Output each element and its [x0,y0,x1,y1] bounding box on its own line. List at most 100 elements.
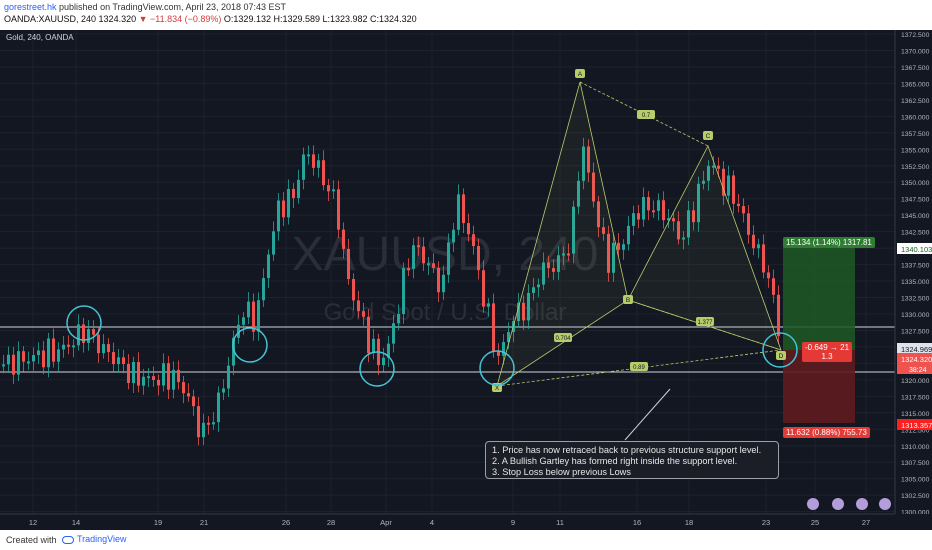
series-legend[interactable]: Gold, 240, OANDA [6,33,74,42]
candle-body [412,245,415,269]
candle-body [162,363,165,386]
price-tick: 1310.000 [901,444,930,451]
svg-text:0.704: 0.704 [555,336,571,342]
candle-body [182,382,185,394]
candle-body [42,350,45,368]
note-line-3: 3. Stop Loss below previous Lows [492,467,631,477]
candle-body [717,165,720,169]
candle-body [727,175,730,196]
candle-body [507,332,510,343]
symbol-info: OANDA:XAUUSD, 240 1324.320 ▼ −11.834 (−0… [4,14,417,24]
price-axis[interactable] [895,30,932,514]
candle-body [702,180,705,184]
candle-body [642,196,645,220]
price-tick: 1370.000 [901,48,930,55]
publish-text: published on TradingView.com, April 23, … [56,2,287,12]
candle-body [627,225,630,245]
price-chart[interactable]: XAUUSD, 240 Gold Spot / U.S. Dollar XABC… [0,30,932,530]
candle-body [552,268,555,272]
candle-body [57,349,60,362]
candle-body [647,196,650,211]
candle-body [22,351,25,362]
candle-body [192,396,195,407]
candle-body [87,329,90,343]
analysis-note[interactable]: 1. Price has now retraced back to previo… [485,441,779,479]
time-tick: 19 [154,518,162,527]
candle-body [247,301,250,318]
candle-body [242,317,245,325]
candle-body [132,361,135,384]
price-change: ▼ −11.834 (−0.89%) [138,14,222,24]
candle-body [142,376,145,386]
candle-body [742,206,745,214]
time-tick: Apr [380,518,392,527]
candle-body [152,376,155,380]
candle-body [542,262,545,285]
candle-body [562,253,565,256]
entry-line2: 1.3 [821,352,833,361]
candle-body [232,337,235,366]
candle-body [547,262,550,269]
candle-body [707,165,710,181]
time-axis[interactable] [0,514,932,530]
price-tick: 1345.000 [901,213,930,220]
candle-body [617,242,620,250]
highlight-circles[interactable] [66,305,798,387]
candle-body [767,272,770,279]
svg-text:1.377: 1.377 [697,320,713,326]
price-tick: 1305.000 [901,477,930,484]
candle-body [697,183,700,223]
candle-body [577,180,580,207]
candle-body [392,323,395,344]
price-tick: 1367.500 [901,65,930,72]
loss-zone[interactable] [783,350,855,423]
candle-body [632,213,635,226]
author-link[interactable]: gorestreet.hk [4,2,57,12]
time-tick: 4 [430,518,434,527]
candle-body [72,345,75,348]
event-icons[interactable] [807,498,891,510]
candle-body [302,154,305,180]
candle-body [457,194,460,230]
price-tick: 1337.500 [901,263,930,270]
candle-body [532,287,535,293]
candle-body [12,354,15,375]
candle-body [177,369,180,383]
time-tick: 23 [762,518,770,527]
candle-body [557,255,560,272]
candle-body [427,263,430,266]
time-tick: 26 [282,518,290,527]
candle-body [652,210,655,213]
candle-body [777,294,780,337]
candle-body [752,234,755,249]
gartley-pattern[interactable] [496,81,782,387]
candle-body [287,188,290,218]
candle-body [537,284,540,288]
candle-body [737,203,740,207]
candle-body [472,234,475,247]
price-axis-ticks: 1372.500 1370.000 1367.500 1365.000 1362.500… [901,32,930,517]
candle-body [362,311,365,317]
candle-body [602,227,605,234]
svg-text:C: C [706,133,711,140]
candle-body [387,343,390,358]
candle-body [212,422,215,425]
cloud-icon [62,535,74,544]
candle-body [97,334,100,354]
candle-body [317,160,320,168]
price-tick: 1335.000 [901,279,930,286]
candle-body [147,376,150,379]
candle-body [622,244,625,250]
profit-zone[interactable] [783,241,855,350]
candle-body [112,352,115,365]
note-line-1: 1. Price has now retraced back to previo… [492,445,762,455]
price-tick: 1302.500 [901,493,930,500]
candle-body [487,303,490,307]
profit-label: 15.134 (1.14%) 1317.81 [783,237,875,248]
candle-body [92,329,95,335]
candle-body [582,146,585,181]
price-tick: 1372.500 [901,32,930,39]
candles [2,137,780,446]
tradingview-logo-link[interactable]: TradingView [62,534,127,544]
